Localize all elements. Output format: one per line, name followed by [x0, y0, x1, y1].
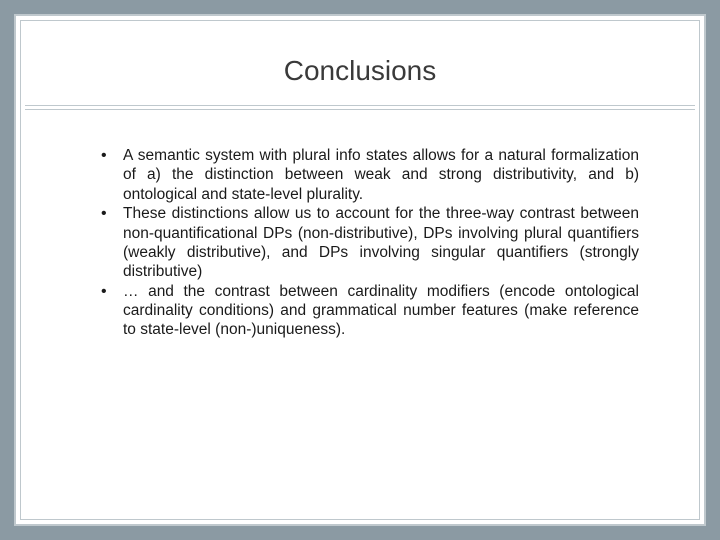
bullet-list: A semantic system with plural info state…	[101, 146, 639, 340]
slide-title: Conclusions	[41, 55, 679, 87]
bullet-item: These distinctions allow us to account f…	[101, 204, 639, 282]
slide-inner-frame-2: Conclusions A semantic system with plura…	[20, 20, 700, 520]
title-block: Conclusions	[21, 21, 699, 105]
divider-line-1	[25, 105, 695, 106]
bullet-item: A semantic system with plural info state…	[101, 146, 639, 204]
slide-content: A semantic system with plural info state…	[21, 110, 699, 360]
slide-outer-frame: Conclusions A semantic system with plura…	[0, 0, 720, 540]
slide-inner-frame: Conclusions A semantic system with plura…	[14, 14, 706, 526]
bullet-item: … and the contrast between cardinality m…	[101, 282, 639, 340]
